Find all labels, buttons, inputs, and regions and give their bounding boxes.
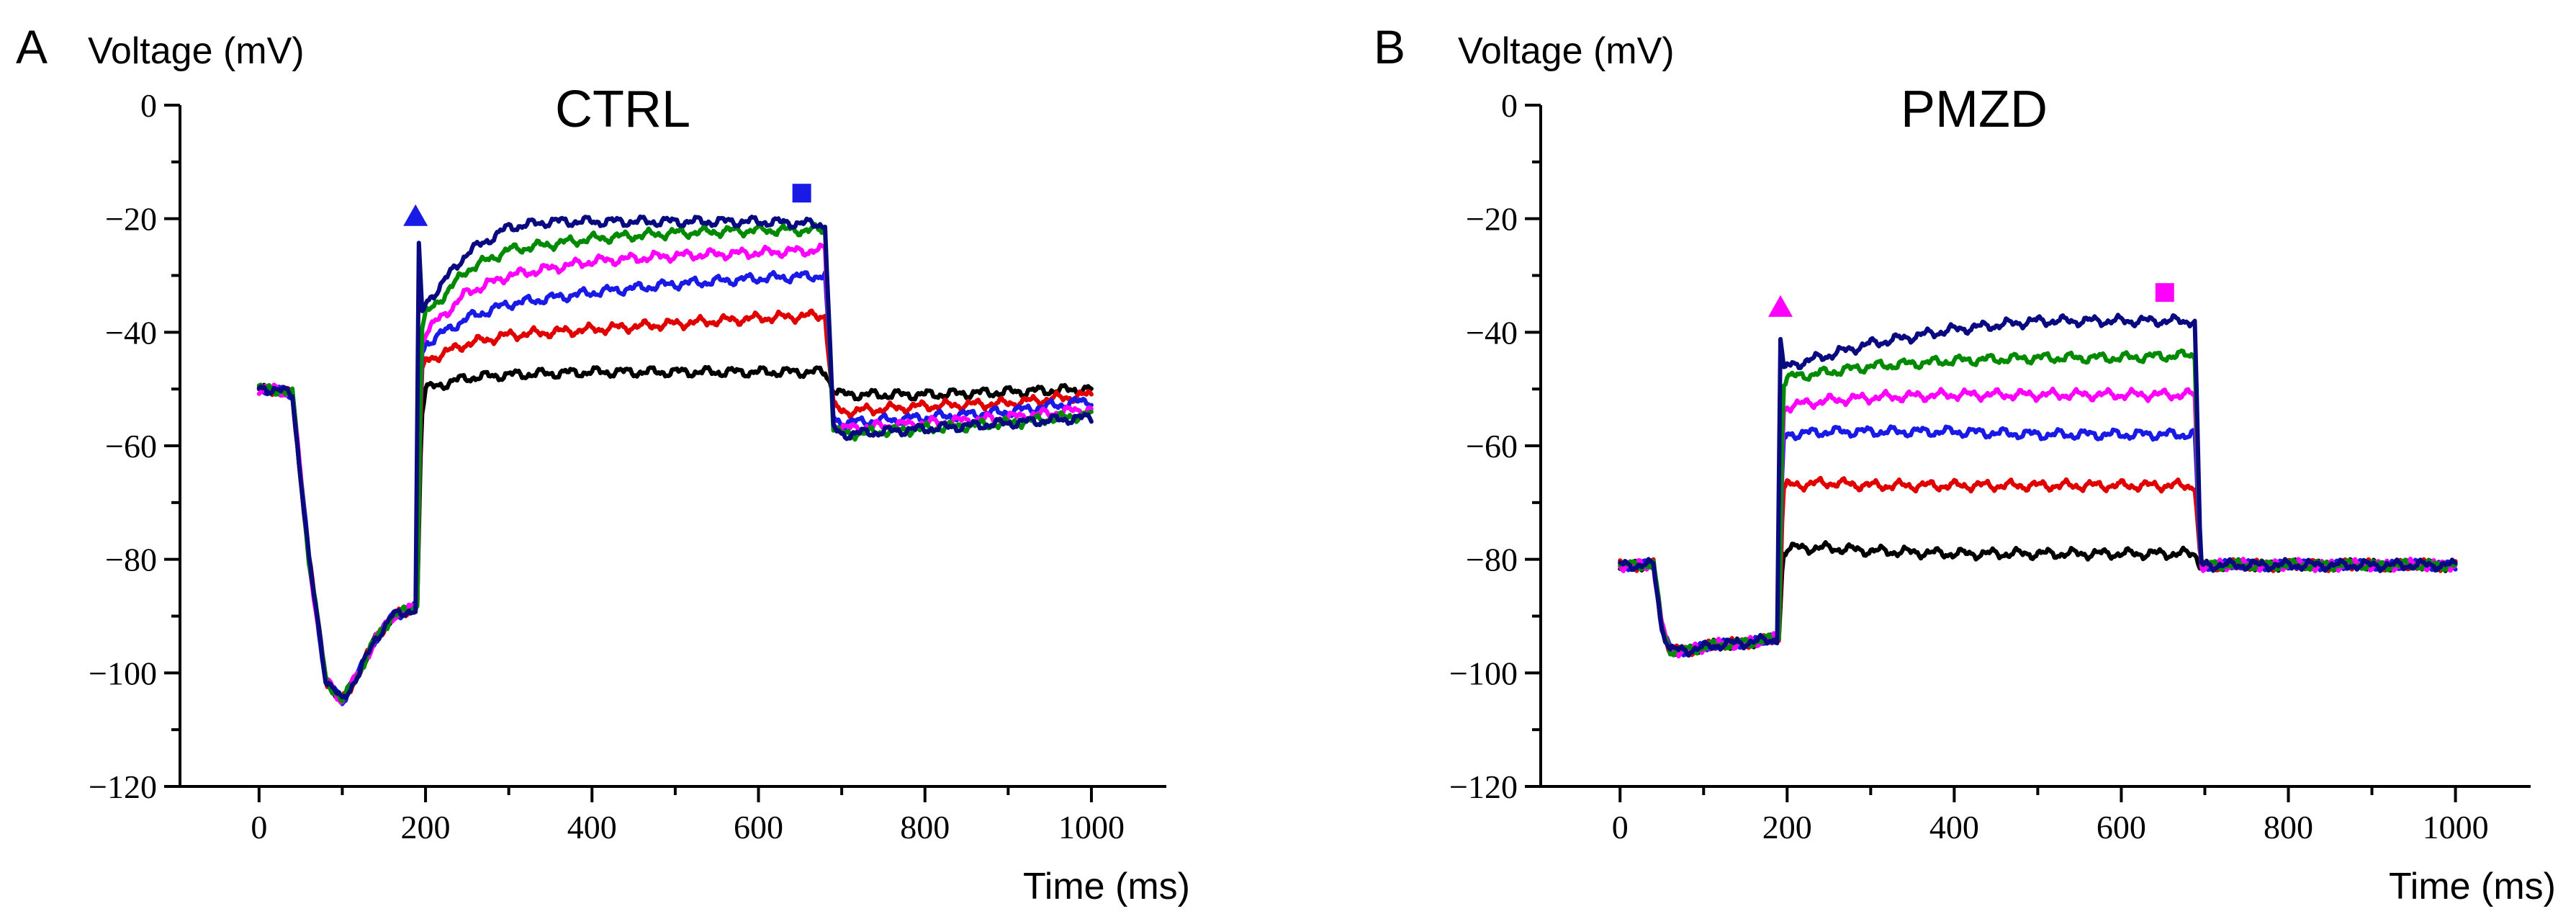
y-tick-label-b: −40 <box>1466 314 1518 351</box>
panel-a-ctrl: A Voltage (mV) CTRL Time (ms) 0 −20 −40 −60… <box>16 20 1190 907</box>
y-tick-label-a: 0 <box>140 87 157 124</box>
traces-b <box>1618 313 2458 659</box>
chart-title-a: CTRL <box>555 81 690 138</box>
markers-a <box>403 184 811 226</box>
x-tick-label-b: 200 <box>1762 809 1812 845</box>
markers-b <box>1768 283 2174 317</box>
x-tick-label-b: 800 <box>2264 809 2313 845</box>
y-axis-title-b: Voltage (mV) <box>1458 30 1675 72</box>
x-tick-label-b: 0 <box>1612 809 1629 845</box>
triangle-marker-a <box>403 204 428 226</box>
y-axis-title-a: Voltage (mV) <box>88 30 305 72</box>
traces-a <box>256 214 1094 707</box>
x-tick-label-b: 400 <box>1929 809 1979 845</box>
triangle-marker-b <box>1768 295 1793 317</box>
trace-navy-a <box>256 214 1094 701</box>
y-tick-label-b: −80 <box>1466 542 1518 578</box>
x-tick-label-a: 800 <box>900 809 950 845</box>
x-tick-label-a: 1000 <box>1058 809 1125 845</box>
x-tick-label-a: 200 <box>401 809 451 845</box>
x-tick-label-a: 0 <box>251 809 267 845</box>
chart-title-b: PMZD <box>1901 81 2048 138</box>
x-axis-title-b: Time (ms) <box>2389 866 2556 907</box>
y-tick-label-a: −100 <box>89 655 157 691</box>
y-tick-label-a: −40 <box>105 314 157 351</box>
axes-a: 0 −20 −40 −60 −80 −100 −120 0 200 400 600 800 1000 <box>89 87 1166 845</box>
panel-letter-a: A <box>16 20 48 73</box>
trace-navy-b <box>1618 313 2458 658</box>
trace-magenta-b <box>1618 386 2458 659</box>
y-tick-label-b: −20 <box>1466 201 1518 238</box>
x-tick-label-b: 1000 <box>2423 809 2489 845</box>
panel-letter-b: B <box>1374 20 1405 73</box>
y-tick-label-a: −20 <box>105 201 157 238</box>
square-marker-a <box>792 184 811 203</box>
x-tick-label-a: 400 <box>567 809 617 845</box>
square-marker-b <box>2155 283 2174 302</box>
y-tick-label-b: −120 <box>1449 768 1518 805</box>
axes-b: 0 −20 −40 −60 −80 −100 −120 0 200 400 600 800 1000 <box>1449 87 2531 845</box>
y-tick-label-b: −100 <box>1449 655 1518 691</box>
x-axis-title-a: Time (ms) <box>1023 866 1190 907</box>
x-tick-label-a: 600 <box>734 809 783 845</box>
panel-b-pmzd: B Voltage (mV) PMZD Time (ms) 0 −20 −40 −60… <box>1374 20 2556 907</box>
y-tick-label-a: −60 <box>105 428 157 465</box>
y-tick-label-b: 0 <box>1501 87 1518 124</box>
x-tick-label-b: 600 <box>2097 809 2146 845</box>
y-tick-label-b: −60 <box>1466 428 1518 465</box>
y-tick-label-a: −80 <box>105 542 157 578</box>
y-tick-label-a: −120 <box>89 768 157 805</box>
